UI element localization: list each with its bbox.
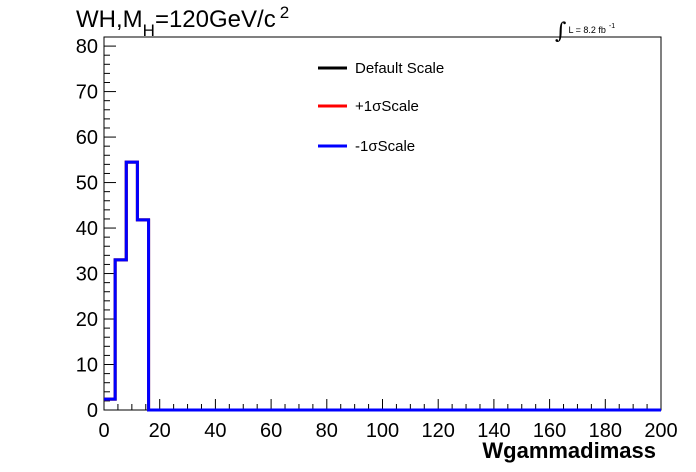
y-tick-label: 40 <box>76 218 98 240</box>
title-rest-text: =120GeV/c <box>154 6 276 33</box>
series-1-line <box>104 160 661 412</box>
legend: Default Scale +1σScale -1σScale <box>318 60 444 155</box>
series-group <box>104 160 661 412</box>
y-tick-label: 0 <box>87 400 98 422</box>
x-axis-label: Wgammadimass <box>482 438 656 463</box>
lumi-text: L = 8.2 fb <box>568 25 606 35</box>
y-tick-label: 10 <box>76 355 98 377</box>
x-tick-label: 180 <box>589 420 622 442</box>
integral-icon: ∫ <box>555 19 567 44</box>
title-superscript: 2 <box>279 3 290 22</box>
plot-frame <box>103 36 662 411</box>
y-tick-label: 60 <box>76 127 98 149</box>
luminosity-label: ∫ L = 8.2 fb -1 <box>555 14 616 44</box>
x-tick-label: 160 <box>533 420 566 442</box>
legend-label: +1σScale <box>355 98 419 115</box>
y-tick-label: 20 <box>76 309 98 331</box>
chart-title: WH,MH=120GeV/c 2 <box>76 3 290 40</box>
y-tick-label: 80 <box>76 36 98 58</box>
x-axis: 0 20 40 60 80 100 120 140 160 180 200 <box>98 399 678 442</box>
legend-label: -1σScale <box>355 138 415 155</box>
y-tick-label: 50 <box>76 173 98 195</box>
x-tick-label: 80 <box>316 420 338 442</box>
legend-label: Default Scale <box>355 60 444 77</box>
x-tick-label: 200 <box>644 420 677 442</box>
x-tick-label: 120 <box>422 420 455 442</box>
x-tick-label: 60 <box>260 420 282 442</box>
title-subscript: H <box>142 21 155 40</box>
x-tick-label: 40 <box>204 420 226 442</box>
x-tick-label: 100 <box>366 420 399 442</box>
lumi-superscript: -1 <box>608 23 616 30</box>
y-tick-label: 70 <box>76 82 98 104</box>
x-tick-label: 20 <box>149 420 171 442</box>
y-axis: 0 10 20 30 40 50 60 70 80 <box>76 36 116 422</box>
x-tick-label: 140 <box>477 420 510 442</box>
x-tick-label: 0 <box>98 420 109 442</box>
series-0-line <box>104 160 661 412</box>
y-tick-label: 30 <box>76 264 98 286</box>
series-2-line <box>104 160 661 412</box>
title-main-text: WH,M <box>76 6 143 33</box>
